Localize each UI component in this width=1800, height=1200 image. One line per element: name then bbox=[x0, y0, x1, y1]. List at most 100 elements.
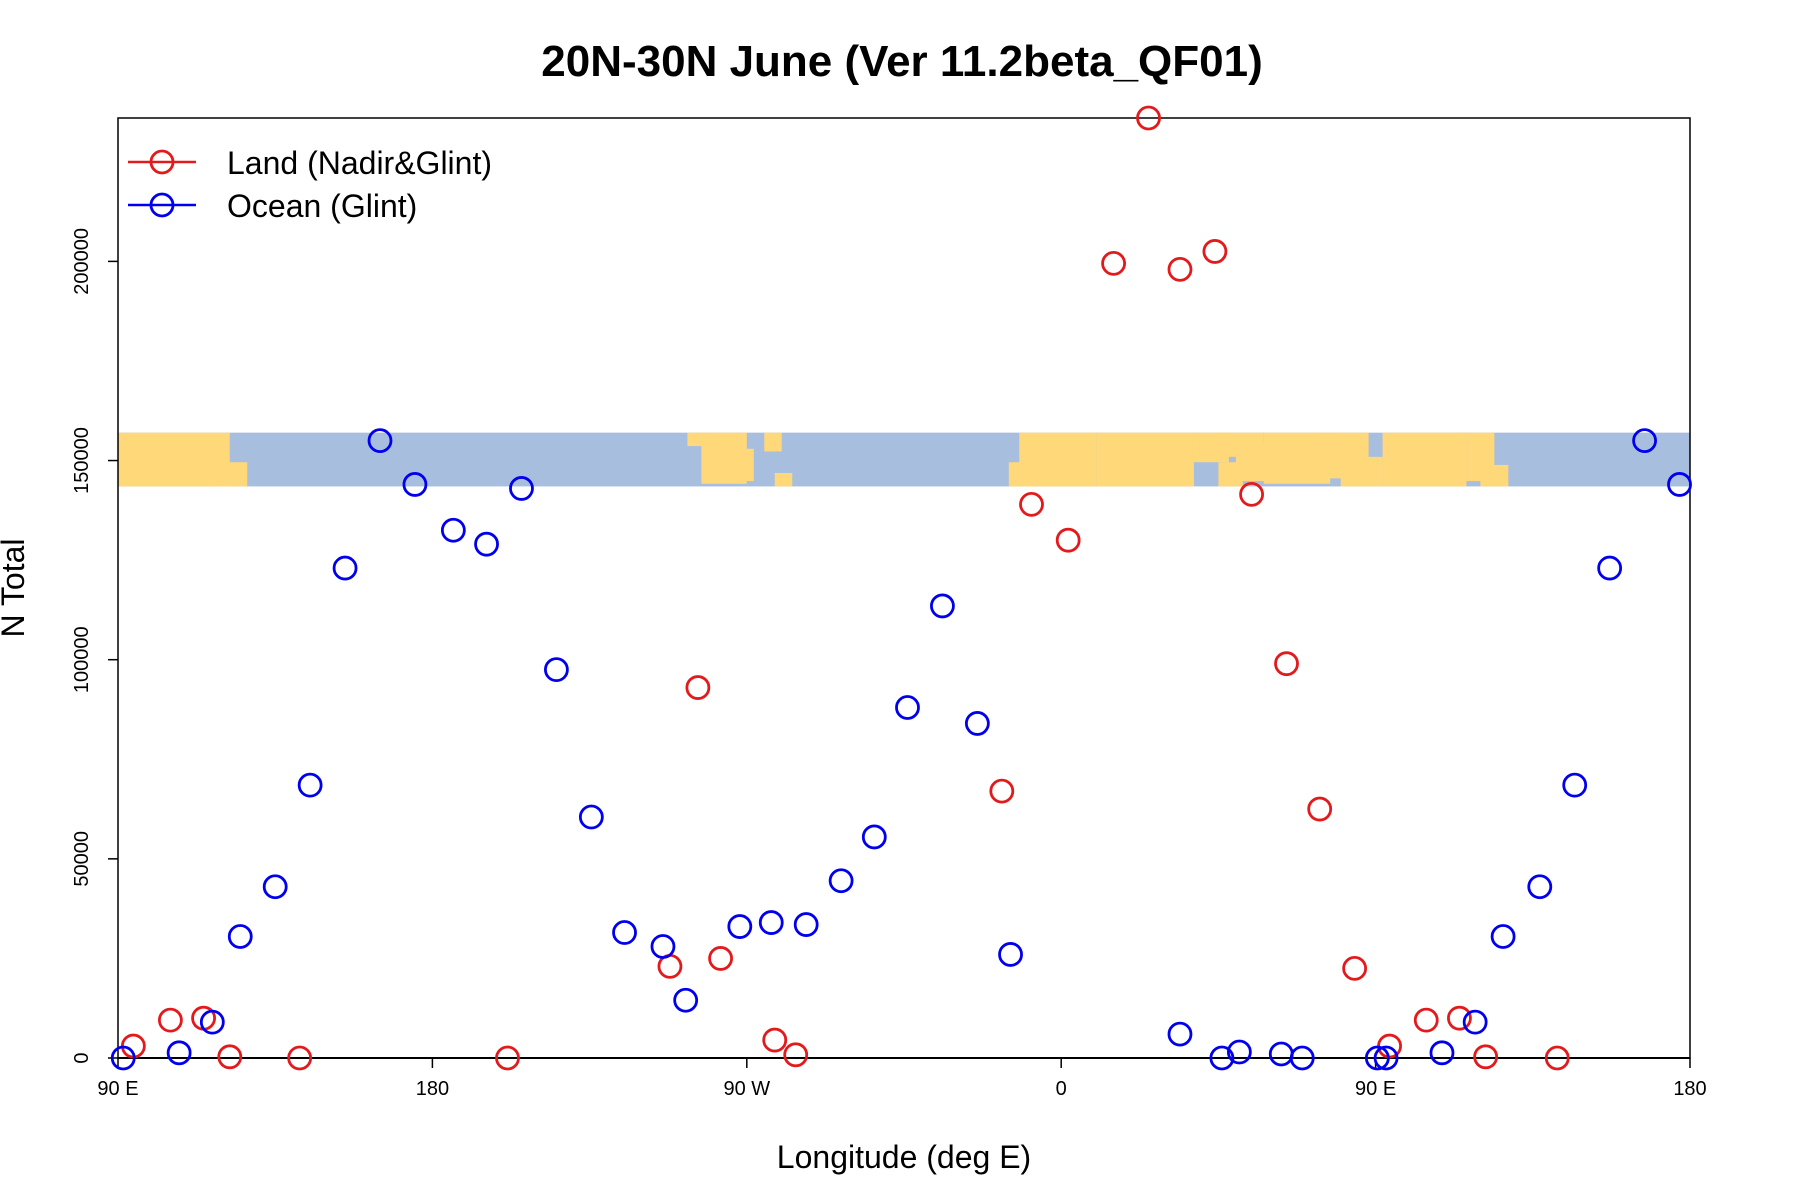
data-point-ocean bbox=[509, 476, 534, 501]
data-point-ocean bbox=[793, 912, 819, 937]
data-point-land bbox=[685, 675, 711, 700]
data-point-ocean bbox=[402, 472, 428, 497]
data-point-ocean bbox=[1364, 1045, 1390, 1071]
y-axis: 0 50000 100000 150000 200000 bbox=[71, 228, 118, 1064]
x-tick-label: 90 E bbox=[97, 1078, 138, 1100]
data-point-ocean bbox=[1667, 472, 1692, 497]
data-point-ocean bbox=[166, 1040, 192, 1066]
map-land bbox=[1155, 432, 1194, 487]
data-point-ocean bbox=[332, 555, 358, 581]
data-point-land bbox=[1101, 250, 1126, 276]
legend-label-ocean: Ocean (Glint) bbox=[227, 188, 417, 224]
data-point-land bbox=[1342, 955, 1368, 981]
data-point-ocean bbox=[1462, 1009, 1488, 1035]
data-point-ocean bbox=[964, 711, 990, 736]
map-land bbox=[687, 432, 705, 447]
data-point-ocean bbox=[474, 531, 499, 557]
data-point-ocean bbox=[1226, 1039, 1252, 1065]
map-land bbox=[118, 432, 230, 487]
map-land bbox=[212, 462, 248, 487]
data-point-ocean bbox=[1373, 1045, 1399, 1071]
data-point-ocean bbox=[828, 868, 854, 894]
y-tick-label: 50000 bbox=[71, 831, 93, 887]
data-point-land bbox=[708, 946, 733, 971]
data-point-land bbox=[783, 1042, 809, 1068]
data-point-ocean bbox=[1429, 1040, 1455, 1066]
map-land bbox=[1382, 432, 1467, 487]
data-point-ocean bbox=[199, 1009, 225, 1035]
data-point-ocean bbox=[544, 657, 569, 683]
data-point-ocean bbox=[612, 920, 637, 945]
y-tick-label: 0 bbox=[71, 1052, 93, 1063]
x-tick-label: 180 bbox=[416, 1078, 449, 1100]
series-ocean bbox=[110, 428, 1692, 1071]
data-point-ocean bbox=[1209, 1045, 1235, 1071]
data-point-ocean bbox=[110, 1045, 136, 1071]
data-point-land bbox=[1447, 1005, 1472, 1031]
data-point-land bbox=[1307, 796, 1333, 822]
data-points bbox=[110, 105, 1692, 1071]
data-point-land bbox=[1473, 1044, 1499, 1070]
data-point-land bbox=[495, 1045, 520, 1071]
data-point-land bbox=[1167, 256, 1193, 282]
map-land bbox=[1340, 456, 1383, 487]
x-tick-label: 90 E bbox=[1355, 1078, 1396, 1100]
data-point-ocean bbox=[1289, 1045, 1315, 1071]
legend-label-land: Land (Nadir&Glint) bbox=[227, 145, 492, 181]
x-tick-label: 90 W bbox=[723, 1078, 770, 1100]
data-point-ocean bbox=[1490, 924, 1516, 949]
data-point-ocean bbox=[262, 874, 288, 900]
data-point-ocean bbox=[1527, 874, 1553, 900]
world-map-strip bbox=[118, 432, 1690, 487]
data-point-ocean bbox=[227, 924, 253, 949]
data-point-land bbox=[1019, 491, 1044, 517]
y-tick-label: 200000 bbox=[71, 228, 93, 295]
data-point-ocean bbox=[727, 914, 753, 939]
map-land bbox=[729, 448, 754, 482]
data-point-land bbox=[1239, 481, 1264, 507]
x-axis-title: Longitude (deg E) bbox=[777, 1139, 1031, 1175]
x-tick-label: 180 bbox=[1673, 1078, 1706, 1100]
x-tick-label: 0 bbox=[1056, 1078, 1067, 1100]
map-land bbox=[1008, 462, 1034, 487]
data-point-land bbox=[157, 1007, 183, 1033]
data-point-land bbox=[1274, 651, 1299, 677]
data-point-ocean bbox=[673, 987, 699, 1013]
data-point-land bbox=[287, 1045, 313, 1071]
data-point-ocean bbox=[367, 428, 393, 454]
data-point-land bbox=[989, 778, 1015, 804]
data-point-ocean bbox=[895, 695, 920, 720]
data-point-ocean bbox=[998, 942, 1023, 967]
data-point-ocean bbox=[1268, 1041, 1294, 1067]
series-land bbox=[120, 105, 1570, 1071]
map-land bbox=[764, 432, 782, 452]
map-land bbox=[774, 472, 793, 487]
data-point-land bbox=[1136, 105, 1161, 131]
data-point-land bbox=[1544, 1045, 1570, 1071]
map-land bbox=[1263, 432, 1331, 484]
data-point-ocean bbox=[578, 804, 604, 830]
map-land bbox=[1480, 464, 1509, 487]
legend: Land (Nadir&Glint) Ocean (Glint) bbox=[128, 145, 492, 224]
data-point-ocean bbox=[1562, 772, 1588, 798]
data-point-ocean bbox=[930, 593, 955, 619]
x-axis: 90 E 180 90 W 0 90 E 180 bbox=[97, 1058, 1707, 1100]
legend-marker-land bbox=[149, 149, 175, 175]
y-tick-label: 150000 bbox=[71, 427, 93, 494]
legend-marker-ocean bbox=[149, 192, 175, 218]
plot-frame bbox=[117, 117, 1691, 1059]
y-tick-label: 100000 bbox=[71, 626, 93, 693]
data-point-land bbox=[762, 1027, 788, 1053]
map-land bbox=[1096, 432, 1156, 487]
data-point-land bbox=[1055, 527, 1081, 553]
data-point-ocean bbox=[650, 934, 676, 959]
data-point-land bbox=[217, 1044, 243, 1070]
data-point-ocean bbox=[1597, 555, 1623, 581]
chart-title: 20N-30N June (Ver 11.2beta_QF01) bbox=[541, 37, 1262, 86]
y-axis-title: N Total bbox=[0, 538, 31, 637]
data-point-ocean bbox=[1632, 428, 1657, 454]
data-point-ocean bbox=[440, 517, 466, 543]
data-point-land bbox=[1202, 239, 1228, 264]
data-point-ocean bbox=[758, 910, 784, 935]
